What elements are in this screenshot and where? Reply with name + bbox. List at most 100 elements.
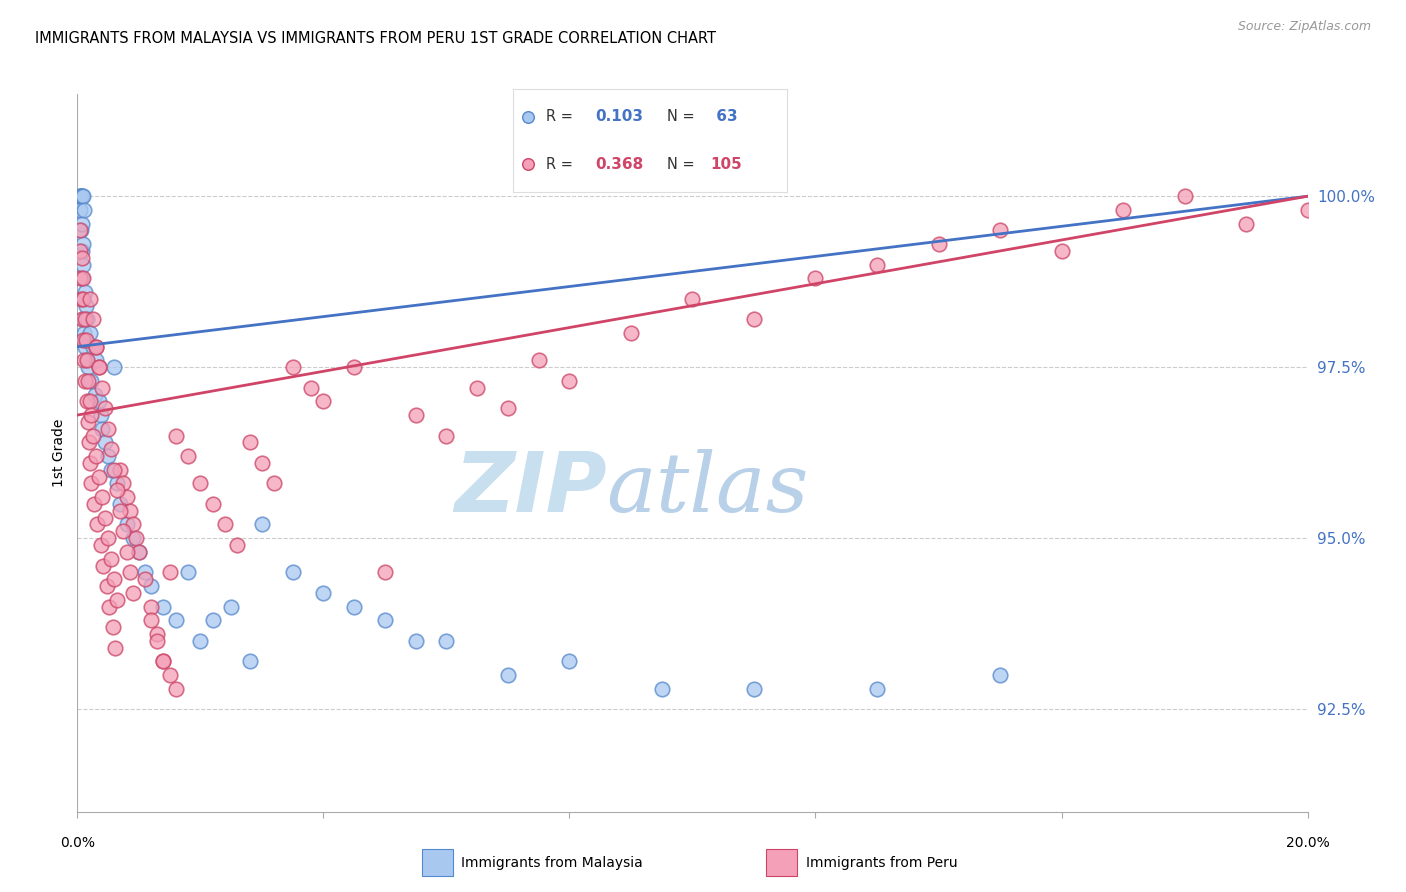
Point — [165, 428, 187, 442]
Point — [77, 435, 100, 450]
Point — [128, 545, 150, 559]
Point — [72, 292, 94, 306]
Point — [121, 586, 143, 600]
Point — [90, 381, 114, 395]
Point — [405, 408, 427, 422]
Point — [988, 223, 1011, 237]
Point — [281, 360, 304, 375]
Point — [70, 292, 93, 306]
Text: 105: 105 — [710, 157, 742, 171]
Point — [72, 271, 94, 285]
Point — [988, 668, 1011, 682]
Point — [118, 566, 141, 580]
Point — [250, 517, 273, 532]
Point — [177, 566, 200, 580]
Point — [69, 202, 91, 217]
Point — [70, 189, 93, 203]
Point — [165, 681, 187, 696]
Text: ZIP: ZIP — [454, 448, 606, 529]
Point — [76, 353, 98, 368]
Point — [90, 490, 114, 504]
Point — [115, 517, 138, 532]
Point — [281, 566, 304, 580]
Point — [558, 654, 581, 668]
Point — [80, 476, 103, 491]
Text: 20.0%: 20.0% — [1285, 836, 1330, 850]
Text: N =: N = — [666, 157, 695, 171]
Point — [87, 469, 110, 483]
Point — [263, 476, 285, 491]
Point — [118, 504, 141, 518]
Point — [72, 237, 94, 252]
Point — [73, 333, 96, 347]
Point — [1050, 244, 1073, 258]
Text: 0.0%: 0.0% — [60, 836, 94, 850]
Point — [70, 223, 93, 237]
Text: R =: R = — [546, 110, 574, 124]
Point — [620, 326, 643, 340]
Point — [94, 435, 117, 450]
Point — [125, 531, 148, 545]
Point — [90, 538, 112, 552]
Point — [77, 360, 100, 375]
Point — [651, 681, 673, 696]
Point — [188, 633, 212, 648]
Point — [100, 551, 122, 566]
Point — [80, 374, 103, 388]
Point — [152, 654, 174, 668]
Point — [84, 449, 107, 463]
Point — [98, 599, 121, 614]
Text: 63: 63 — [710, 110, 737, 124]
Point — [79, 394, 101, 409]
Point — [115, 490, 138, 504]
Point — [75, 299, 97, 313]
Point — [141, 579, 163, 593]
Point — [79, 326, 101, 340]
Point — [69, 189, 91, 203]
Point — [70, 189, 93, 203]
Point — [343, 360, 366, 375]
Point — [75, 340, 97, 354]
Point — [128, 545, 150, 559]
Point — [159, 566, 181, 580]
Point — [94, 401, 117, 416]
Point — [72, 333, 94, 347]
Point — [73, 285, 96, 299]
Point — [159, 668, 181, 682]
Point — [87, 360, 110, 375]
Point — [69, 244, 91, 258]
Text: IMMIGRANTS FROM MALAYSIA VS IMMIGRANTS FROM PERU 1ST GRADE CORRELATION CHART: IMMIGRANTS FROM MALAYSIA VS IMMIGRANTS F… — [35, 31, 716, 46]
Text: 0.103: 0.103 — [596, 110, 644, 124]
Point — [105, 476, 128, 491]
Point — [201, 497, 224, 511]
Point — [374, 566, 396, 580]
Point — [70, 271, 93, 285]
Point — [1296, 202, 1319, 217]
Point — [121, 517, 143, 532]
Point — [141, 599, 163, 614]
Point — [465, 381, 488, 395]
Point — [165, 613, 187, 627]
Point — [134, 572, 156, 586]
Point — [70, 251, 93, 265]
Point — [112, 476, 135, 491]
Point — [91, 558, 114, 573]
Point — [90, 408, 112, 422]
Point — [100, 463, 122, 477]
Point — [134, 566, 156, 580]
Point — [188, 476, 212, 491]
Point — [374, 613, 396, 627]
Point — [312, 394, 335, 409]
Point — [152, 654, 174, 668]
Point — [84, 353, 107, 368]
Point — [405, 633, 427, 648]
Point — [103, 463, 125, 477]
Point — [75, 333, 97, 347]
Point — [77, 374, 100, 388]
Point — [82, 312, 104, 326]
Point — [70, 244, 93, 258]
Point — [219, 599, 242, 614]
Point — [177, 449, 200, 463]
Point — [527, 353, 550, 368]
Point — [121, 531, 143, 545]
